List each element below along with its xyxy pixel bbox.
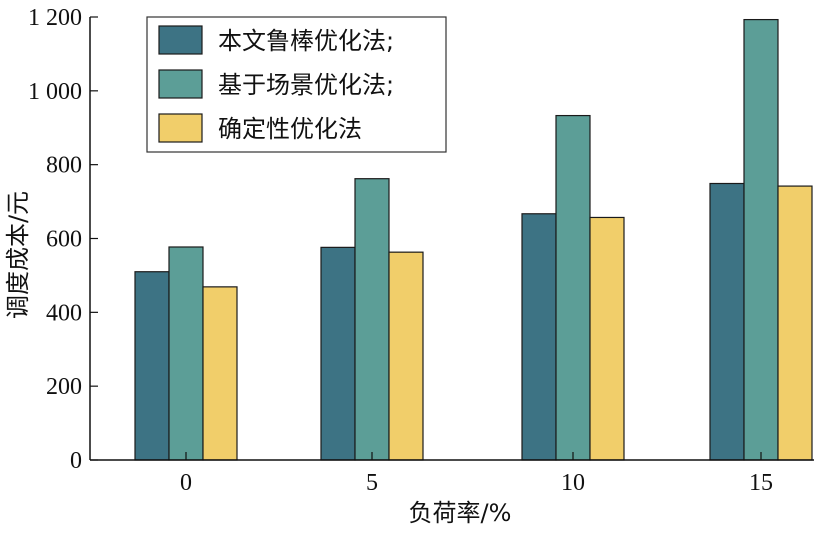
y-tick-label: 1 000 <box>28 79 82 105</box>
legend-label-2: 基于场景优化法; <box>218 71 394 99</box>
bars-layer <box>134 18 813 461</box>
bar-2-15 <box>743 18 779 461</box>
bar-1-5 <box>320 246 356 461</box>
axes-layer: 0 200 400 600 800 1 000 1 200 0 5 10 15 <box>28 5 814 496</box>
x-tick-label: 15 <box>749 470 773 496</box>
bar-3-10 <box>589 216 625 461</box>
x-tick-label: 5 <box>366 470 378 496</box>
x-axis-title: 负荷率/% <box>409 499 512 527</box>
legend-swatch-2 <box>158 69 203 99</box>
bar-1-15 <box>709 182 745 461</box>
y-tick-label: 400 <box>46 300 82 326</box>
bar-2-10 <box>555 114 591 461</box>
y-tick-label: 800 <box>46 153 82 179</box>
bar-3-0 <box>202 286 238 461</box>
y-tick-label: 600 <box>46 227 82 253</box>
bar-2-5 <box>354 178 390 461</box>
legend-swatch-1 <box>158 25 203 55</box>
x-tick-label: 0 <box>180 470 192 496</box>
bar-1-10 <box>521 213 557 461</box>
bar-2-0 <box>168 246 204 461</box>
bar-1-0 <box>134 271 170 461</box>
legend-label-3: 确定性优化法 <box>218 115 362 143</box>
bar-3-5 <box>388 251 424 461</box>
y-tick-label: 0 <box>70 448 82 474</box>
y-tick-label: 200 <box>46 374 82 400</box>
legend: 本文鲁棒优化法; 基于场景优化法; 确定性优化法 <box>146 16 447 153</box>
y-tick-label: 1 200 <box>28 5 82 31</box>
bar-3-15 <box>777 185 813 461</box>
legend-swatch-3 <box>158 113 203 143</box>
x-tick-label: 10 <box>561 470 585 496</box>
legend-label-1: 本文鲁棒优化法; <box>218 27 394 55</box>
y-axis-title: 调度成本/元 <box>4 191 32 319</box>
